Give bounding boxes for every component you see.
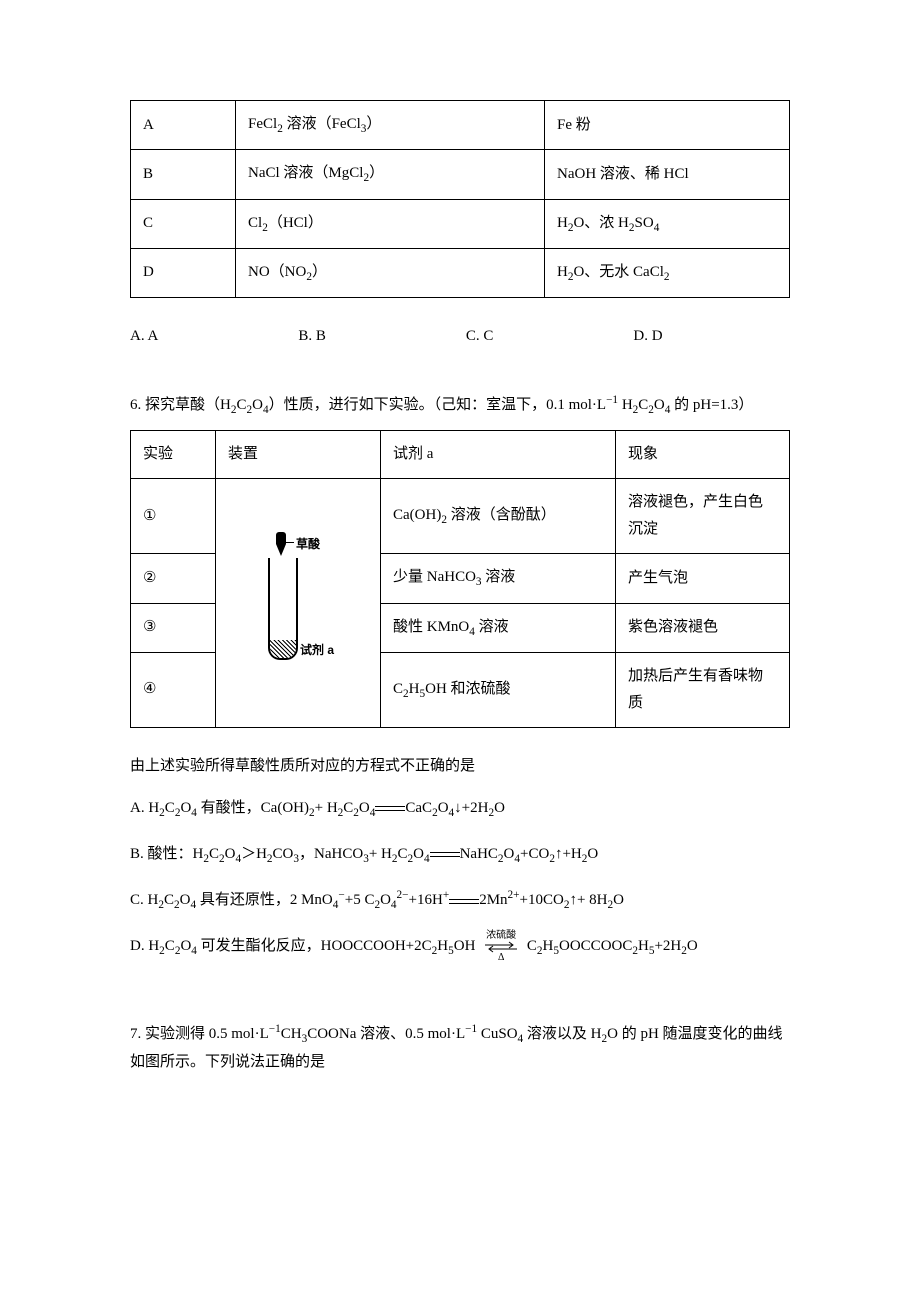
- cell-phenomenon: 产生气泡: [616, 554, 790, 603]
- table-row: AFeCl2 溶液（FeCl3）Fe 粉: [131, 101, 790, 150]
- table-row: ①草酸试剂 aCa(OH)2 溶液（含酚酞）溶液褪色，产生白色沉淀: [131, 479, 790, 554]
- choice-d-post: C2H5OOCCOOC2H5+2H2O: [523, 938, 698, 954]
- choice-c: C. H2C2O4 具有还原性，2 MnO4−+5 C2O42−+16H+2Mn…: [130, 883, 790, 918]
- option-b: B. B: [298, 323, 326, 350]
- option-a: A. A: [130, 323, 158, 350]
- cell-reagent: H2O、浓 H2SO4: [545, 199, 790, 248]
- option-d: D. D: [633, 323, 662, 350]
- cell-reagent: H2O、无水 CaCl2: [545, 248, 790, 297]
- cell-key: C: [131, 199, 236, 248]
- table-row: DNO（NO2）H2O、无水 CaCl2: [131, 248, 790, 297]
- cell-number: ④: [131, 652, 216, 727]
- experiment-table: 实验 装置 试剂 a 现象 ①草酸试剂 aCa(OH)2 溶液（含酚酞）溶液褪色…: [130, 430, 790, 728]
- cell-sample: Cl2（HCl）: [236, 199, 545, 248]
- cell-phenomenon: 溶液褪色，产生白色沉淀: [616, 479, 790, 554]
- header-experiment: 实验: [131, 431, 216, 479]
- test-tube-diagram: 草酸试剂 a: [248, 528, 348, 678]
- dropper-icon: [276, 532, 286, 558]
- choice-b: B. 酸性：H2C2O4＞H2CO3，NaHCO3+ H2C2O4NaHC2O4…: [130, 838, 790, 872]
- cell-number: ②: [131, 554, 216, 603]
- table-row: BNaCl 溶液（MgCl2）NaOH 溶液、稀 HCl: [131, 150, 790, 199]
- cell-reagent: 酸性 KMnO4 溶液: [381, 603, 616, 652]
- header-apparatus: 装置: [216, 431, 381, 479]
- question6-aftertext: 由上述实验所得草酸性质所对应的方程式不正确的是: [130, 753, 790, 780]
- cell-number: ③: [131, 603, 216, 652]
- cell-sample: NaCl 溶液（MgCl2）: [236, 150, 545, 199]
- reversible-arrow: 浓硫酸 Δ: [479, 931, 523, 963]
- header-reagent: 试剂 a: [381, 431, 616, 479]
- cell-sample: FeCl2 溶液（FeCl3）: [236, 101, 545, 150]
- tube-liquid: [270, 640, 296, 658]
- option-c: C. C: [466, 323, 494, 350]
- cell-phenomenon: 紫色溶液褪色: [616, 603, 790, 652]
- condition-top: 浓硫酸: [486, 931, 516, 941]
- cell-phenomenon: 加热后产生有香味物质: [616, 652, 790, 727]
- test-tube: [268, 558, 298, 660]
- purification-table: AFeCl2 溶液（FeCl3）Fe 粉BNaCl 溶液（MgCl2）NaOH …: [130, 100, 790, 298]
- cell-sample: NO（NO2）: [236, 248, 545, 297]
- cell-reagent: NaOH 溶液、稀 HCl: [545, 150, 790, 199]
- cell-key: B: [131, 150, 236, 199]
- question7-stem: 7. 实验测得 0.5 mol·L−1CH3COONa 溶液、0.5 mol·L…: [130, 1019, 790, 1076]
- cell-reagent: 少量 NaHCO3 溶液: [381, 554, 616, 603]
- cell-key: A: [131, 101, 236, 150]
- cell-reagent: C2H5OH 和浓硫酸: [381, 652, 616, 727]
- question5-options: A. A B. B C. C D. D: [130, 323, 790, 350]
- cell-apparatus: 草酸试剂 a: [216, 479, 381, 728]
- question6-stem: 6. 探究草酸（H2C2O4）性质，进行如下实验。（己知：室温下，0.1 mol…: [130, 390, 790, 420]
- cell-reagent: Fe 粉: [545, 101, 790, 150]
- cell-reagent: Ca(OH)2 溶液（含酚酞）: [381, 479, 616, 554]
- table-row: CCl2（HCl）H2O、浓 H2SO4: [131, 199, 790, 248]
- label-oxalic-acid: 草酸: [296, 534, 320, 556]
- choice-d-pre: D. H2C2O4 可发生酯化反应，HOOCCOOH+2C2H5OH: [130, 938, 479, 954]
- cell-key: D: [131, 248, 236, 297]
- choice-a: A. H2C2O4 有酸性，Ca(OH)2+ H2C2O4CaC2O4↓+2H2…: [130, 792, 790, 826]
- condition-bottom: Δ: [498, 953, 504, 963]
- header-phenomenon: 现象: [616, 431, 790, 479]
- label-reagent-a: 试剂 a: [300, 640, 334, 662]
- cell-number: ①: [131, 479, 216, 554]
- choice-d: D. H2C2O4 可发生酯化反应，HOOCCOOH+2C2H5OH 浓硫酸 Δ…: [130, 930, 790, 964]
